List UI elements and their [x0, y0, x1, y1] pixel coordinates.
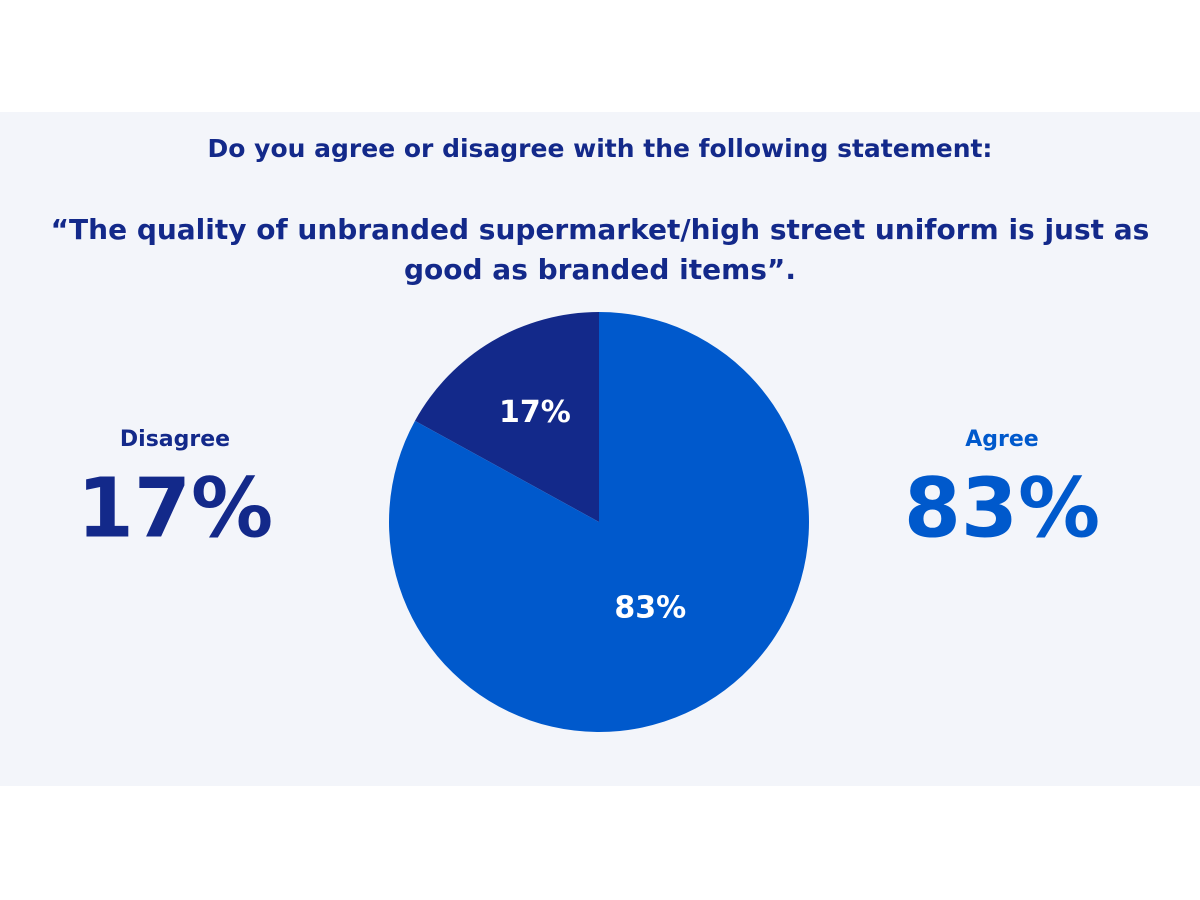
side-category: Agree: [965, 427, 1038, 452]
side-category: Disagree: [120, 427, 230, 452]
side-value: 83%: [904, 461, 1100, 556]
chart-title: Do you agree or disagree with the follow…: [207, 134, 993, 163]
pie-slice: [389, 312, 809, 733]
side-value: 17%: [77, 461, 273, 556]
slice-label: 17%: [499, 395, 571, 430]
slice-label: 83%: [614, 590, 686, 625]
chart-subtitle: “The quality of unbranded supermarket/hi…: [50, 213, 1150, 286]
pie-slice: [414, 312, 599, 522]
